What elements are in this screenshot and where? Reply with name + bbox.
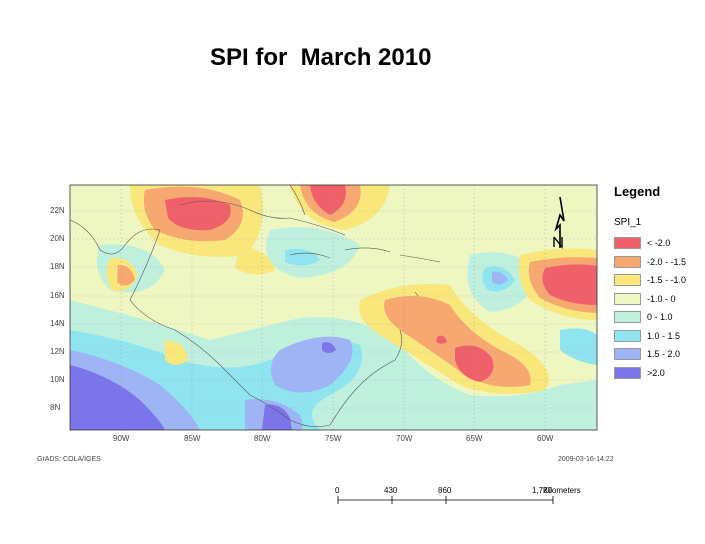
- legend-label: 1.5 - 2.0: [647, 349, 681, 360]
- latitude-label: 16N: [50, 291, 65, 300]
- north-arrow-icon: [553, 196, 565, 249]
- legend-label: 0 - 1.0: [647, 312, 673, 323]
- legend-row: -2.0 - -1.5: [614, 253, 704, 272]
- legend-row: 1.5 - 2.0: [614, 345, 704, 364]
- latitude-label: 20N: [50, 234, 65, 243]
- legend-label: >2.0: [647, 367, 665, 378]
- longitude-label: 75W: [325, 434, 342, 443]
- legend-swatch: [614, 311, 641, 324]
- latitude-label: 22N: [50, 206, 65, 215]
- scale-tick-label: 0: [335, 486, 340, 495]
- legend-swatch: [614, 366, 641, 379]
- legend-field: SPI_1: [614, 217, 642, 228]
- legend-row: >2.0: [614, 364, 704, 383]
- legend-swatch: [614, 329, 641, 342]
- legend-title: Legend: [614, 184, 661, 199]
- legend-swatch: [614, 292, 641, 305]
- latitude-label: 18N: [50, 262, 65, 271]
- legend-label: -1.5 - -1.0: [647, 275, 687, 286]
- legend-classes: < -2.0 -2.0 - -1.5 -1.5 - -1.0 -1.0 - 0 0 - …: [614, 234, 704, 382]
- scale-unit: Kilometers: [543, 486, 581, 495]
- longitude-label: 60W: [537, 434, 554, 443]
- footer-timestamp: 2009-03-16-14:22: [558, 456, 614, 463]
- legend-swatch: [614, 348, 641, 361]
- legend-row: -1.0 - 0: [614, 290, 704, 309]
- coastlines: [69, 184, 441, 427]
- latitude-label: 14N: [50, 319, 65, 328]
- latitude-label: 8N: [50, 403, 61, 412]
- scale-tick-label: 430: [384, 486, 398, 495]
- graticule: [70, 185, 597, 430]
- legend-label: 1.0 - 1.5: [647, 330, 681, 341]
- map-title: SPI for March 2010: [210, 44, 432, 71]
- legend-row: -1.5 - -1.0: [614, 271, 704, 290]
- legend-swatch: [614, 237, 641, 250]
- legend-swatch: [614, 274, 641, 287]
- latitude-label: 10N: [50, 375, 65, 384]
- legend-row: 1.0 - 1.5: [614, 327, 704, 346]
- scale-tick-label: 1,720: [532, 486, 553, 495]
- longitude-label: 85W: [184, 434, 201, 443]
- legend-row: < -2.0: [614, 234, 704, 253]
- longitude-label: 80W: [254, 434, 271, 443]
- longitude-label: 70W: [396, 434, 413, 443]
- scale-tick-label: 860: [438, 486, 452, 495]
- legend-label: -1.0 - 0: [647, 293, 676, 304]
- latitude-label: 12N: [50, 347, 65, 356]
- legend-label: < -2.0: [647, 238, 671, 249]
- spi-contours: [70, 185, 597, 430]
- legend: Legend SPI_1 < -2.0 -2.0 - -1.5 -1.5 - -1.…: [614, 184, 704, 382]
- longitude-label: 65W: [466, 434, 483, 443]
- longitude-label: 90W: [113, 434, 130, 443]
- legend-swatch: [614, 255, 641, 268]
- legend-row: 0 - 1.0: [614, 308, 704, 327]
- footer-credit: GrADS: COLA/IGES: [37, 456, 101, 463]
- legend-label: -2.0 - -1.5: [647, 256, 687, 267]
